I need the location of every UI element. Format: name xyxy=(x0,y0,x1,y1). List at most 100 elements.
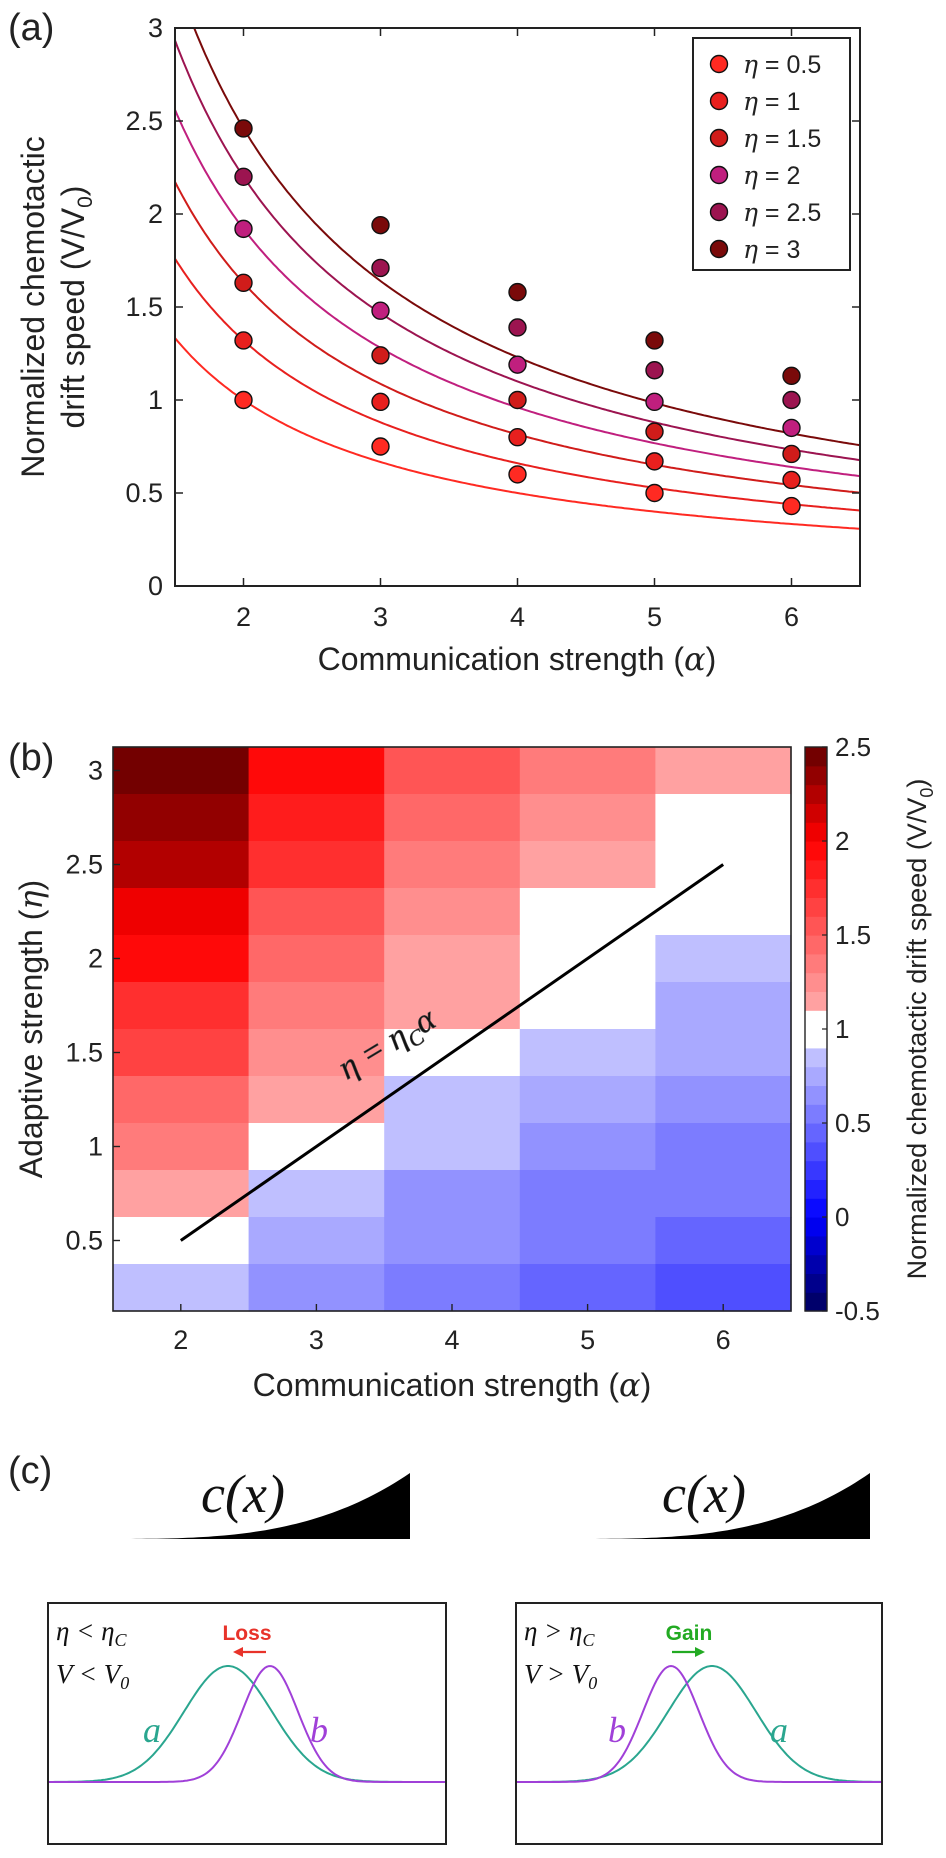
colorbar-segment xyxy=(805,1254,827,1274)
data-point-eta-2 xyxy=(782,418,801,438)
loss-condition-v: V < V0 xyxy=(56,1659,129,1693)
heatmap-cell xyxy=(248,747,385,795)
heatmap-cell xyxy=(384,1264,521,1312)
data-point-eta-3 xyxy=(234,119,253,138)
data-point-eta-1 xyxy=(371,392,390,412)
concentration-label-left: c(x) xyxy=(201,1464,285,1524)
legend-label: η = 2 xyxy=(743,161,800,190)
panel-a-ylabel-line1: Normalized chemotactic xyxy=(15,136,51,477)
panel-b-y-ticks: 0.5 1 1.5 2 2.5 3 xyxy=(65,756,120,1256)
heatmap-cell xyxy=(384,982,521,1030)
legend-marker xyxy=(709,239,729,259)
heatmap-cell xyxy=(113,982,250,1030)
data-point-eta-0.5 xyxy=(782,496,801,516)
gain-curve-b-label: b xyxy=(608,1710,626,1750)
colorbar-ticks: -0.5 0 0.5 1 1.5 2 2.5 xyxy=(822,732,880,1326)
y-tick-label: 1 xyxy=(148,385,163,415)
heatmap-cell xyxy=(655,1076,792,1124)
colorbar-segment xyxy=(805,1217,827,1237)
y-tick-label: 2 xyxy=(148,199,163,229)
colorbar-segment xyxy=(805,1085,827,1105)
y-tick-label: 3 xyxy=(148,13,163,43)
data-point-eta-1.5 xyxy=(508,390,527,410)
heatmap-cell xyxy=(384,1123,521,1171)
heatmap-cell xyxy=(248,935,385,983)
legend-label: η = 1.5 xyxy=(743,124,821,153)
heatmap-cell xyxy=(248,841,385,889)
heatmap-cell xyxy=(384,841,521,889)
colorbar-segment xyxy=(805,897,827,917)
gain-condition-eta: η > ηC xyxy=(524,1616,596,1650)
panel-c: (c) c(x) c(x) η < ηC V < V0 Loss a b η >… xyxy=(8,1450,883,1845)
panel-a-label: (a) xyxy=(8,7,54,49)
legend-item-eta-0.5: η = 0.5 xyxy=(709,50,821,79)
panel-a-ylabel-line2: drift speed (V/V0) xyxy=(55,186,97,429)
legend-marker xyxy=(709,202,729,222)
legend-label: η = 2.5 xyxy=(743,198,821,227)
x-tick-label: 6 xyxy=(784,602,799,632)
heatmap-cell xyxy=(248,1029,385,1077)
y-tick-label: 0.5 xyxy=(125,478,163,508)
heatmap-cell xyxy=(248,888,385,936)
heatmap-cell xyxy=(248,1076,385,1124)
heatmap-cell xyxy=(113,935,250,983)
heatmap-cell xyxy=(248,982,385,1030)
heatmap-cell xyxy=(248,1170,385,1218)
colorbar-segment xyxy=(805,822,827,842)
panel-a-y-axis-label: Normalized chemotactic drift speed (V/V0… xyxy=(15,136,97,477)
x-tick-label: 3 xyxy=(373,602,388,632)
colorbar-segment xyxy=(805,841,827,861)
legend-item-eta-1: η = 1 xyxy=(709,87,800,116)
data-point-eta-2.5 xyxy=(645,361,664,380)
legend-label: η = 3 xyxy=(743,235,800,264)
legend-item-eta-3: η = 3 xyxy=(709,235,800,264)
critical-line xyxy=(179,863,725,1242)
x-tick-label: 3 xyxy=(309,1325,324,1355)
heatmap-cell xyxy=(655,888,792,936)
panel-a-legend: η = 0.5 η = 1 η = 1.5 η = 2 η = 2.5 η = 3 xyxy=(692,37,851,271)
colorbar-segment xyxy=(805,784,827,804)
data-point-eta-1 xyxy=(782,470,801,490)
y-tick-label: 3 xyxy=(88,756,103,786)
colorbar-segment xyxy=(805,878,827,898)
colorbar-tick-label: 0.5 xyxy=(835,1108,871,1138)
heatmap-cell xyxy=(655,935,792,983)
heatmap-cell xyxy=(655,1123,792,1171)
panel-b-heatmap-cells xyxy=(113,747,792,1312)
heatmap-cell xyxy=(519,794,656,842)
concentration-label-right: c(x) xyxy=(662,1464,746,1524)
gain-box xyxy=(515,1602,883,1845)
x-tick-label: 4 xyxy=(510,602,525,632)
panel-a-data-points xyxy=(234,119,801,516)
legend-item-eta-1.5: η = 1.5 xyxy=(709,124,821,153)
heatmap-cell xyxy=(113,1029,250,1077)
data-point-eta-2 xyxy=(645,392,664,412)
heatmap-cell xyxy=(113,1264,250,1312)
panel-b-x-ticks: 2 3 4 5 6 xyxy=(173,1304,731,1355)
heatmap-cell xyxy=(519,1264,656,1312)
colorbar-segment xyxy=(805,1104,827,1124)
y-tick-label: 0.5 xyxy=(65,1226,103,1256)
y-tick-label: 2.5 xyxy=(125,106,163,136)
data-point-eta-2 xyxy=(234,219,253,239)
colorbar-segment xyxy=(805,991,827,1011)
loss-box xyxy=(47,1602,447,1845)
legend-item-eta-2: η = 2 xyxy=(709,161,800,190)
heatmap-cell xyxy=(384,888,521,936)
colorbar-segment xyxy=(805,1235,827,1256)
heatmap-cell xyxy=(519,1029,656,1077)
panel-b-label: (b) xyxy=(8,737,54,779)
colorbar-segment xyxy=(805,1292,827,1312)
data-point-eta-2.5 xyxy=(782,390,801,410)
heatmap-cell xyxy=(113,888,250,936)
colorbar-tick-label: 2.5 xyxy=(835,732,871,762)
heatmap-cell xyxy=(655,1217,792,1265)
gain-diagram: η > ηC V > V0 Gain b a xyxy=(515,1602,883,1845)
heatmap-cell xyxy=(384,935,521,983)
x-tick-label: 5 xyxy=(580,1325,595,1355)
heatmap-cell xyxy=(655,747,792,795)
legend-marker xyxy=(709,91,729,111)
heatmap-cell xyxy=(519,747,656,795)
y-tick-label: 1 xyxy=(88,1132,103,1162)
